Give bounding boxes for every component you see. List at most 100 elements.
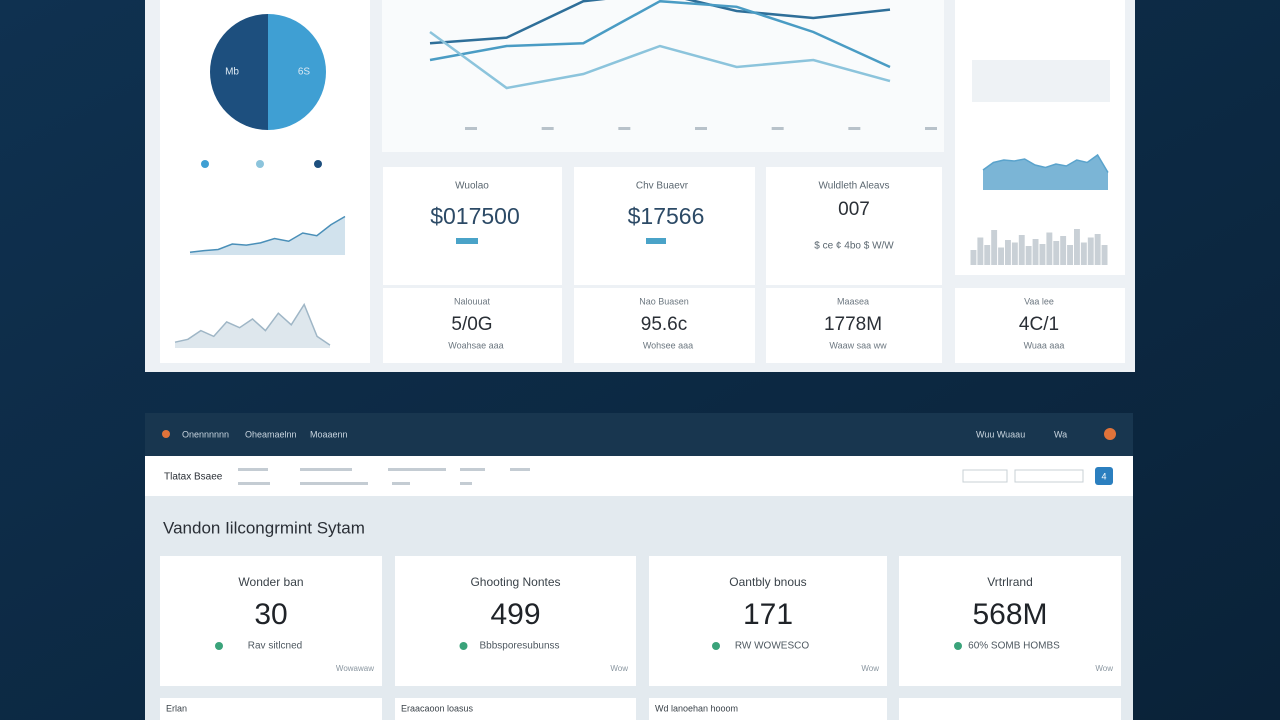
tab[interactable]: [300, 482, 368, 485]
kpi-note: $ ce ¢ 4bo $ W/W: [814, 241, 894, 252]
kpi-value: 95.6c: [641, 314, 687, 335]
card-link: Wow: [861, 664, 879, 673]
kpi-note: Woahsae aaa: [448, 340, 503, 350]
kpi-title: Nao Buasen: [639, 296, 689, 306]
legend-dot: [314, 160, 322, 168]
card-link: Wow: [610, 664, 628, 673]
card: [160, 698, 382, 725]
tab[interactable]: [460, 482, 472, 485]
x-tick: [695, 127, 707, 130]
status-dot: [712, 642, 720, 650]
tab[interactable]: [238, 468, 268, 471]
bar: [1011, 242, 1018, 265]
tab[interactable]: [238, 482, 270, 485]
legend-dot: [256, 160, 264, 168]
tab[interactable]: [510, 468, 530, 471]
bar: [1053, 241, 1060, 265]
card-note: Rav sitlcned: [248, 641, 302, 652]
bar: [977, 237, 984, 265]
breadcrumb[interactable]: Oheamaelnn: [245, 429, 297, 439]
x-tick: [618, 127, 631, 130]
bar: [1080, 242, 1087, 265]
right-card: [955, 0, 1125, 275]
status-dot: [215, 642, 223, 650]
card-link: Wowawaw: [336, 664, 374, 673]
bar: [1087, 237, 1094, 265]
card-title: Oantbly bnous: [729, 575, 806, 589]
kpi-value: 5/0G: [451, 314, 492, 335]
bar: [1067, 245, 1073, 265]
breadcrumb[interactable]: Onennnnnn: [182, 429, 229, 439]
page-title: Vandon Iilcongrmint Sytam: [163, 518, 365, 537]
kpi-title: Wuldleth Aleavs: [819, 181, 890, 192]
tab[interactable]: [388, 468, 446, 471]
card: [160, 556, 382, 686]
card-title: Ghooting Nontes: [470, 575, 560, 589]
kpi-title: Chv Buaevr: [636, 181, 689, 192]
status-dot: [954, 642, 962, 650]
kpi-title: Vaa lee: [1024, 296, 1054, 306]
kpi-value: $17566: [628, 203, 705, 229]
bar: [1094, 234, 1101, 265]
legend: [201, 160, 322, 168]
logo: [162, 430, 170, 438]
button[interactable]: [1095, 467, 1113, 485]
kpi-value: 1778M: [824, 314, 882, 335]
kpi-value: 007: [838, 199, 870, 220]
card-link: Wow: [1095, 664, 1113, 673]
x-tick: [848, 127, 861, 130]
card: [899, 698, 1121, 725]
tab[interactable]: [300, 468, 352, 471]
card-title: Wd lanoehan hooom: [655, 703, 738, 713]
tab[interactable]: [392, 482, 410, 485]
line-series: [429, 30, 891, 90]
button-label[interactable]: 4: [1101, 471, 1106, 481]
bar: [984, 245, 991, 265]
kpi-card: [955, 288, 1125, 363]
x-tick: [465, 127, 477, 130]
bar: [1032, 239, 1039, 265]
bar: [1025, 246, 1032, 265]
search-box[interactable]: [962, 469, 1008, 483]
area-line: [189, 215, 346, 253]
x-tick: [925, 127, 937, 130]
card-title: Eraacaoon loasus: [401, 703, 474, 713]
card: [899, 556, 1121, 686]
status-dot: [459, 642, 468, 650]
bar: [1101, 245, 1108, 265]
bar: [1046, 232, 1053, 265]
kpi-title: Maasea: [837, 296, 869, 306]
kpi-note: Wohsee aaa: [643, 340, 693, 350]
kpi-card: [383, 167, 562, 285]
kpi-card: [574, 288, 755, 363]
area-line: [174, 302, 331, 346]
header-link[interactable]: Wa: [1054, 429, 1067, 439]
pie-label: Mb: [225, 67, 239, 78]
bar: [1039, 244, 1046, 265]
line-series: [429, 0, 891, 45]
kpi-bar: [646, 238, 666, 244]
bar: [1005, 240, 1011, 265]
breadcrumb[interactable]: Moaaenn: [310, 429, 348, 439]
line-series: [429, 0, 891, 69]
pie-label: 6S: [298, 67, 311, 78]
kpi-value: $017500: [430, 203, 520, 229]
header-link[interactable]: Wuu Wuaau: [976, 429, 1025, 439]
bar: [970, 250, 977, 265]
card-note: RW WOWESCO: [735, 641, 809, 652]
kpi-note: Wuaa aaa: [1024, 340, 1065, 350]
card-note: 60% SOMB HOMBS: [968, 641, 1060, 652]
kpi-card: [766, 288, 942, 363]
card-value: 30: [254, 598, 287, 631]
legend-dot: [201, 160, 209, 168]
bar: [998, 247, 1004, 265]
avatar[interactable]: [1104, 428, 1116, 440]
pie-slice: [210, 14, 268, 130]
tab[interactable]: [460, 468, 485, 471]
card-value: 568M: [972, 598, 1047, 631]
filter-box[interactable]: [1014, 469, 1084, 483]
kpi-value: 4C/1: [1019, 314, 1059, 335]
